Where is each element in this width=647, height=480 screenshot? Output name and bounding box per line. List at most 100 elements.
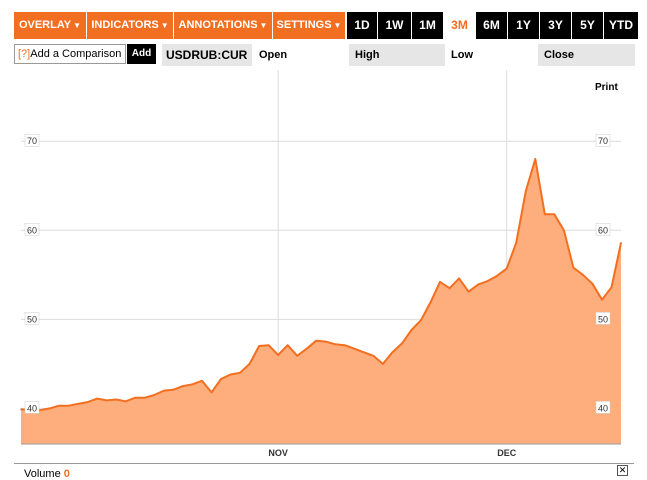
data-point (48, 407, 51, 410)
data-point (315, 339, 318, 342)
divider (14, 463, 634, 464)
chevron-down-icon: ▼ (73, 21, 82, 30)
y-tick-label-right-box (595, 133, 611, 147)
annotations-label: ANNOTATIONS (178, 19, 258, 31)
data-point (286, 344, 289, 347)
overlay-menu[interactable]: OVERLAY ▼ (14, 12, 86, 39)
volume-readout: Volume 0 (24, 468, 70, 480)
settings-menu[interactable]: SETTINGS ▼ (273, 12, 345, 39)
range-3m-button[interactable]: 3M (444, 12, 475, 39)
data-point (391, 351, 394, 354)
data-point (77, 403, 79, 405)
comparison-input[interactable]: [?]Add a Comparison (14, 44, 126, 64)
data-point (572, 266, 575, 269)
data-point (248, 363, 251, 365)
data-point (410, 329, 413, 331)
data-point (610, 286, 613, 289)
range-6m-button[interactable]: 6M (476, 12, 507, 39)
data-point (372, 355, 375, 357)
range-1y-button[interactable]: 1Y (508, 12, 539, 39)
y-tick-label-left: 60 (27, 225, 37, 235)
y-tick-label-right-box (595, 223, 611, 236)
range-1m-button[interactable]: 1M (412, 12, 443, 39)
data-point (582, 274, 584, 276)
data-point (477, 283, 479, 286)
y-tick-label-left: 40 (27, 403, 37, 413)
overlay-label: OVERLAY (18, 19, 72, 31)
data-point (429, 301, 432, 304)
y-tick-label-right: 50 (598, 314, 608, 324)
data-point (277, 354, 279, 356)
y-tick-label-left-box (24, 223, 40, 236)
data-point (258, 345, 260, 347)
data-point (144, 396, 146, 399)
data-point (563, 229, 565, 232)
data-point (486, 280, 489, 282)
data-point (125, 400, 127, 403)
data-point (467, 290, 470, 293)
data-point (439, 281, 441, 283)
high-field: High (349, 44, 445, 66)
print-link[interactable]: Print (595, 82, 618, 93)
data-point (182, 385, 184, 387)
data-point (210, 391, 213, 394)
indicators-label: INDICATORS (91, 19, 159, 31)
chart-toolbar: OVERLAY ▼ INDICATORS ▼ ANNOTATIONS ▼ SETTIN… (0, 0, 647, 48)
data-point (115, 398, 117, 401)
data-point (601, 298, 603, 301)
data-point (344, 344, 346, 347)
data-point (420, 319, 422, 321)
data-point (58, 404, 60, 407)
data-point (39, 409, 41, 412)
add-comparison-button[interactable]: Add (127, 44, 156, 64)
data-point (163, 389, 165, 392)
data-point (401, 342, 403, 345)
data-point (325, 340, 327, 343)
x-tick-label: DEC (497, 448, 517, 458)
data-point (496, 274, 499, 277)
series-area (21, 159, 621, 444)
data-point (515, 242, 517, 244)
data-point (86, 401, 89, 403)
chevron-down-icon: ▼ (333, 21, 342, 30)
data-point (382, 363, 384, 365)
data-point (96, 397, 98, 400)
chevron-down-icon: ▼ (160, 21, 169, 30)
data-point (296, 355, 299, 357)
settings-label: SETTINGS (276, 19, 332, 31)
x-tick-label: NOV (268, 448, 288, 458)
range-3y-button[interactable]: 3Y (540, 12, 571, 39)
data-point (229, 373, 232, 376)
data-point (134, 396, 137, 399)
data-point (239, 372, 241, 374)
y-tick-label-right: 40 (598, 403, 608, 413)
y-tick-label-left-box (24, 401, 40, 414)
data-point (20, 408, 22, 411)
ticker-symbol: USDRUB:CUR (162, 44, 252, 66)
data-point (191, 383, 194, 386)
data-point (334, 343, 337, 346)
range-1w-button[interactable]: 1W (378, 12, 411, 39)
y-tick-label-left: 70 (27, 136, 37, 146)
annotations-menu[interactable]: ANNOTATIONS ▼ (174, 12, 272, 39)
y-tick-label-right-box (595, 312, 611, 325)
data-point (353, 347, 356, 350)
indicators-menu[interactable]: INDICATORS ▼ (87, 12, 173, 39)
close-field: Close (538, 44, 635, 66)
data-point (305, 347, 308, 350)
range-5y-button[interactable]: 5Y (572, 12, 603, 39)
price-chart: 40 40 50 50 60 60 70 70 NOV DEC (20, 70, 622, 458)
data-point (67, 404, 70, 407)
y-tick-label-right-box (595, 401, 611, 414)
y-tick-label-right: 70 (598, 136, 608, 146)
data-point (153, 394, 156, 396)
y-tick-label-left: 50 (27, 314, 37, 324)
chevron-down-icon: ▼ (259, 21, 268, 30)
close-icon[interactable]: ✕ (617, 465, 628, 476)
data-point (363, 351, 365, 354)
open-field: Open (259, 49, 288, 61)
data-point (220, 378, 222, 380)
help-link[interactable]: [?] (18, 48, 31, 60)
range-1d-button[interactable]: 1D (347, 12, 377, 39)
range-ytd-button[interactable]: YTD (604, 12, 638, 39)
